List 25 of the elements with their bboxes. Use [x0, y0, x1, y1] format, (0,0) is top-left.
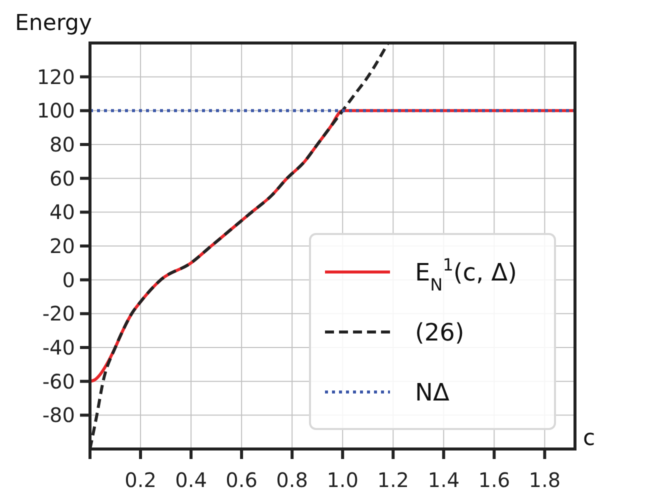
- y-tick-label: 120: [36, 64, 75, 89]
- y-tick-label: 0: [62, 268, 75, 292]
- y-tick-label: -40: [42, 336, 75, 360]
- legend-label: E$_{N}$$^{1}$(c, Δ): [415, 254, 518, 294]
- legend-label: NΔ: [415, 378, 450, 406]
- x-tick-label: 1.0: [326, 468, 359, 492]
- y-axis-title: Energy: [15, 11, 92, 36]
- x-tick-label: 1.6: [478, 468, 510, 492]
- y-tick-label: -20: [42, 302, 75, 326]
- y-tick-label: -60: [42, 369, 75, 394]
- y-tick-label: 60: [50, 166, 75, 190]
- y-tick-label: 80: [50, 132, 75, 156]
- y-tick-label: -80: [42, 403, 75, 428]
- y-tick-label: 40: [50, 200, 75, 224]
- legend-label: (26): [415, 318, 464, 346]
- x-tick-label: 1.2: [377, 468, 410, 492]
- x-tick-label: 0.8: [276, 468, 308, 492]
- x-tick-label: 0.4: [175, 468, 207, 492]
- x-tick-label: 1.8: [528, 468, 561, 492]
- y-tick-label: 20: [50, 234, 75, 258]
- x-tick-label: 0.6: [226, 468, 258, 492]
- x-tick-label: 1.4: [428, 468, 460, 492]
- x-tick-label: 0.2: [124, 468, 156, 492]
- y-tick-label: 100: [36, 98, 75, 123]
- x-axis-title: c: [583, 426, 596, 451]
